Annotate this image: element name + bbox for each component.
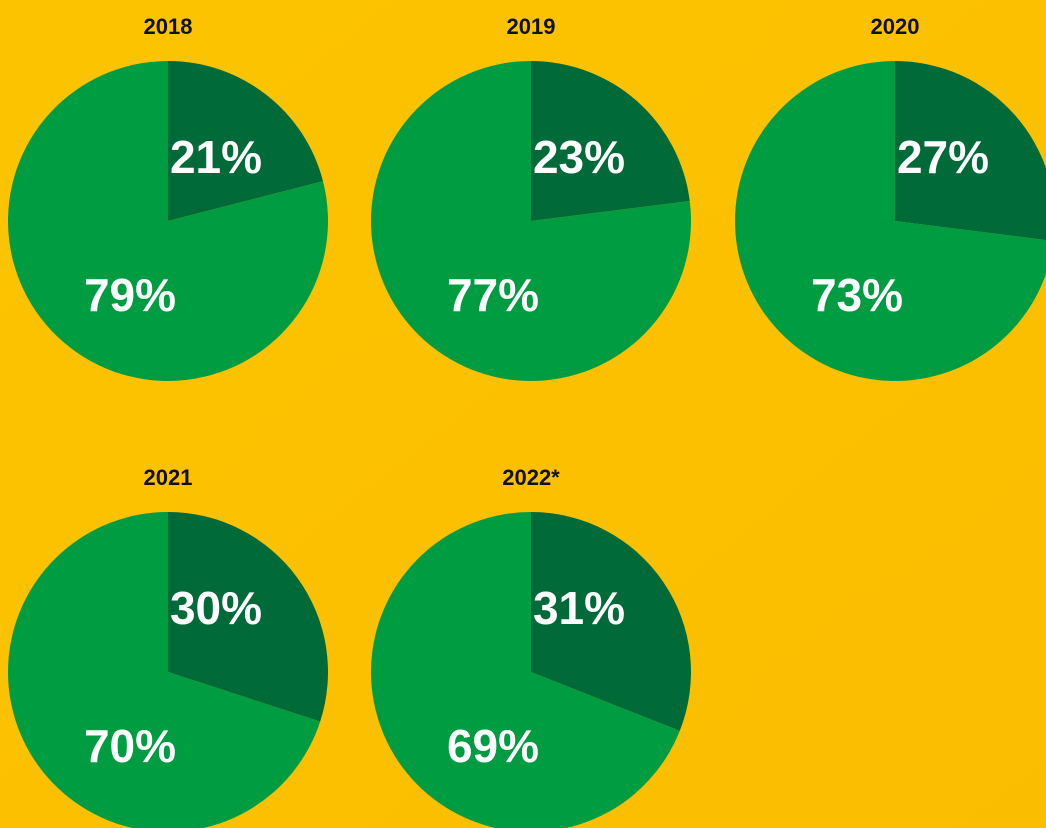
pie-slice — [8, 512, 321, 828]
pie-title: 2020 — [871, 14, 920, 39]
value-label: 77% — [447, 269, 539, 321]
value-label: 30% — [170, 582, 262, 634]
pie-slice — [735, 61, 1046, 381]
value-label: 31% — [533, 582, 625, 634]
pie-slice — [895, 61, 1046, 241]
pie-slice — [168, 61, 323, 221]
value-label: 21% — [170, 131, 262, 183]
pie-slice — [531, 61, 690, 221]
pie-slice — [168, 512, 328, 722]
value-label: 69% — [447, 720, 539, 772]
pie-title: 2019 — [507, 14, 556, 39]
value-label: 27% — [897, 131, 989, 183]
pie-title: 2021 — [144, 465, 193, 490]
value-label: 23% — [533, 131, 625, 183]
pie-slice — [7, 61, 329, 381]
pie-slice — [371, 61, 691, 381]
pie-title: 2018 — [144, 14, 193, 39]
value-label: 70% — [84, 720, 176, 772]
pie-slice — [371, 512, 680, 828]
pie-slice — [531, 512, 691, 731]
pie-title: 2022* — [502, 465, 560, 490]
value-label: 73% — [811, 269, 903, 321]
value-label: 79% — [84, 269, 176, 321]
